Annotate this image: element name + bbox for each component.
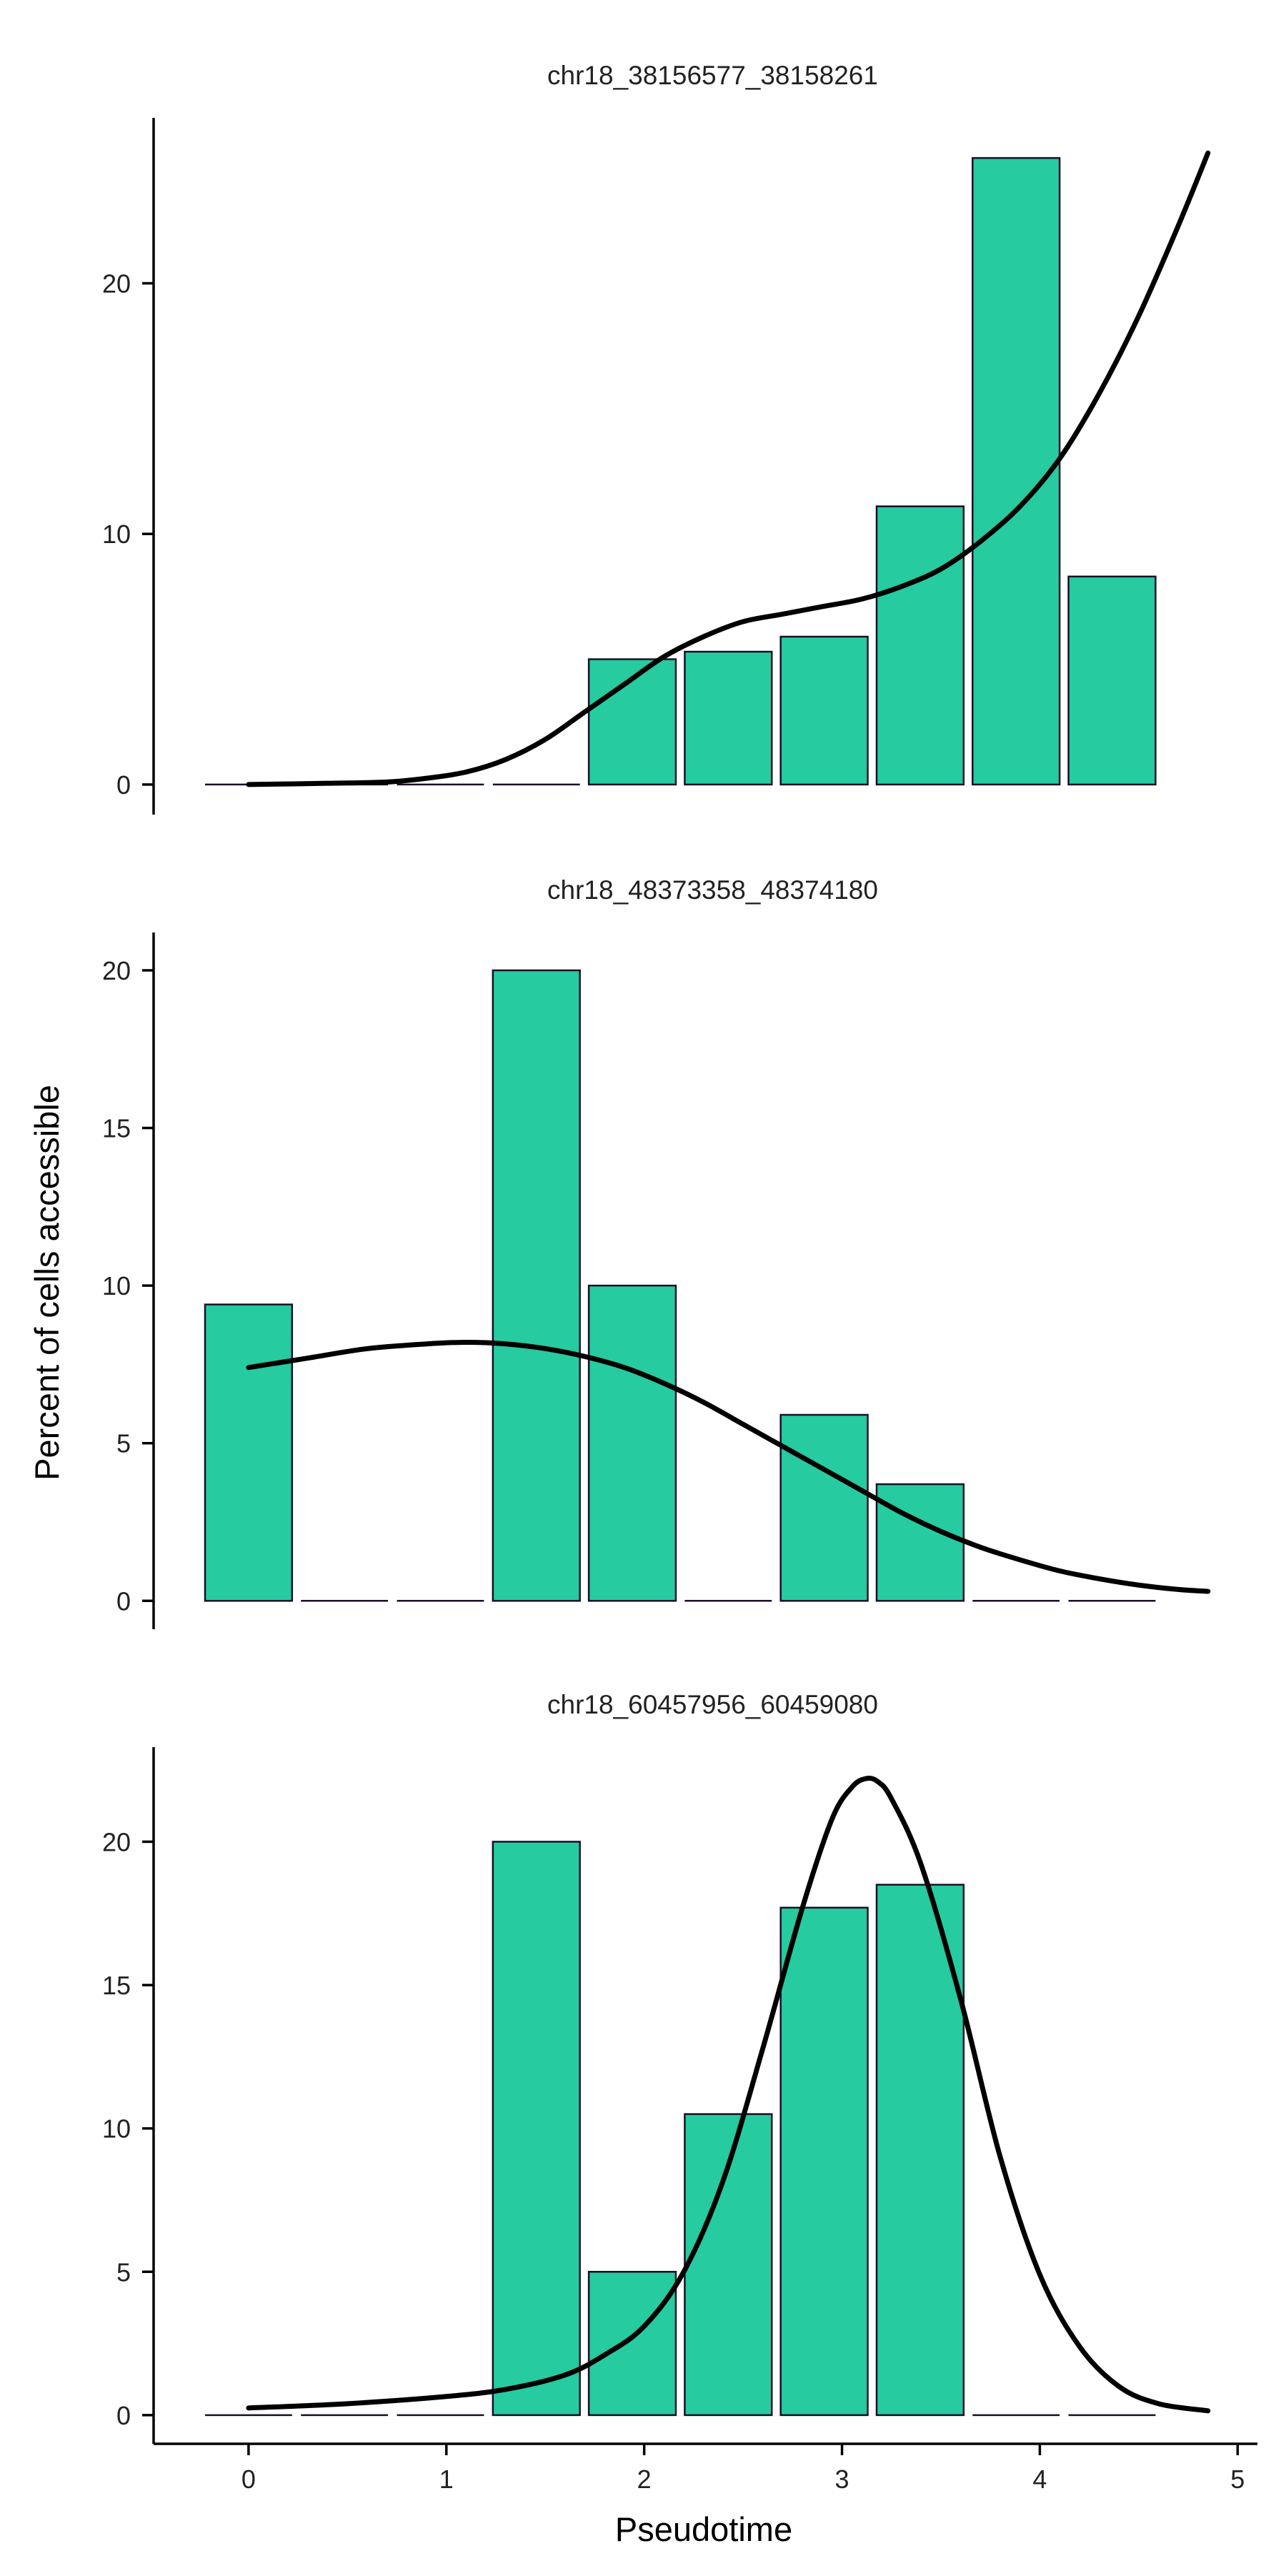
y-tick-label: 0 (116, 2401, 131, 2430)
panels-layer: chr18_38156577_3815826101020chr18_483733… (102, 61, 1211, 2444)
bar (875, 1483, 965, 1602)
y-tick-label: 10 (102, 1271, 131, 1301)
x-axis: 0 1 2 3 4 5 (154, 2442, 1257, 2494)
x-tick-label: 1 (439, 2465, 454, 2494)
smooth-curve (246, 1776, 1211, 2414)
bar (204, 1303, 294, 1602)
bar (587, 1284, 677, 1602)
panel-1: chr18_38156577_38158261 0 10 20 (102, 61, 1211, 815)
x-tick-label: 5 (1230, 2465, 1245, 2494)
y-tick-label: 15 (102, 1971, 131, 2000)
x-tick-label: 0 (241, 2465, 256, 2494)
panel-title: chr18_48373358_48374180 (547, 875, 878, 905)
x-tick-label: 3 (835, 2465, 849, 2494)
bar (492, 969, 581, 1602)
smooth-curve (246, 1340, 1211, 1594)
y-tick-label: 10 (102, 2114, 131, 2144)
panel-2: chr18_48373358_48374180 0 5 10 15 20 (102, 875, 1211, 1629)
y-tick-label: 20 (102, 956, 131, 985)
y-axis-title: Percent of cells accessible (28, 1085, 66, 1481)
y-tick-label: 5 (116, 2257, 131, 2287)
bar (875, 1884, 965, 2417)
y-tick-label: 20 (102, 1827, 131, 1856)
x-axis-title: Pseudotime (615, 2510, 792, 2548)
bar (1067, 575, 1157, 786)
y-tick-label: 10 (102, 519, 131, 549)
x-tick-label: 4 (1032, 2465, 1047, 2494)
bar (972, 156, 1061, 786)
bar (779, 635, 869, 786)
bar (492, 1841, 581, 2417)
y-tick-label: 20 (102, 269, 131, 298)
bar (779, 1413, 869, 1602)
bar (684, 650, 773, 786)
bar (875, 505, 965, 786)
y-tick-label: 0 (116, 770, 131, 800)
smooth-curve (246, 150, 1211, 787)
panel-title: chr18_38156577_38158261 (547, 61, 878, 90)
y-tick-label: 5 (116, 1429, 131, 1458)
y-tick-label: 0 (116, 1586, 131, 1616)
bar (779, 1906, 869, 2417)
y-tick-label: 15 (102, 1114, 131, 1143)
bar (587, 2271, 677, 2417)
panel-title: chr18_60457956_60459080 (547, 1690, 878, 1719)
panel-3: chr18_60457956_60459080 0 5 10 15 20 (102, 1690, 1211, 2444)
x-tick-label: 2 (637, 2465, 652, 2494)
